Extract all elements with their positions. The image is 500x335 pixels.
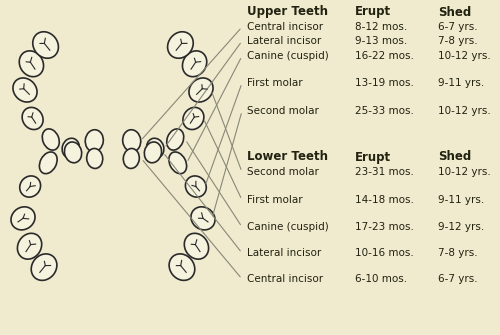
Ellipse shape [62, 138, 80, 158]
Ellipse shape [86, 130, 103, 152]
Ellipse shape [31, 254, 57, 280]
Text: 8-12 mos.: 8-12 mos. [355, 22, 407, 32]
Text: 9-11 yrs.: 9-11 yrs. [438, 195, 484, 205]
Text: 9-12 yrs.: 9-12 yrs. [438, 222, 484, 232]
Text: 10-16 mos.: 10-16 mos. [355, 248, 414, 258]
Text: Canine (cuspid): Canine (cuspid) [247, 51, 329, 61]
Ellipse shape [146, 138, 164, 158]
Text: Shed: Shed [438, 150, 471, 163]
Text: Second molar: Second molar [247, 167, 319, 177]
Text: Erupt: Erupt [355, 150, 391, 163]
Text: 9-11 yrs.: 9-11 yrs. [438, 78, 484, 88]
Ellipse shape [11, 207, 35, 230]
Ellipse shape [144, 142, 162, 163]
Text: 16-22 mos.: 16-22 mos. [355, 51, 414, 61]
Ellipse shape [13, 78, 37, 102]
Text: Lateral incisor: Lateral incisor [247, 248, 321, 258]
Ellipse shape [168, 32, 193, 58]
Text: Lower Teeth: Lower Teeth [247, 150, 328, 163]
Text: 7-8 yrs.: 7-8 yrs. [438, 36, 478, 46]
Text: 6-10 mos.: 6-10 mos. [355, 274, 407, 284]
Ellipse shape [189, 78, 213, 102]
Text: 6-7 yrs.: 6-7 yrs. [438, 274, 478, 284]
Ellipse shape [186, 176, 206, 197]
Text: Lateral incisor: Lateral incisor [247, 36, 321, 46]
Text: 17-23 mos.: 17-23 mos. [355, 222, 414, 232]
Text: Second molar: Second molar [247, 106, 319, 116]
Ellipse shape [191, 207, 215, 230]
Ellipse shape [42, 129, 59, 150]
Ellipse shape [86, 148, 102, 169]
Text: 10-12 yrs.: 10-12 yrs. [438, 167, 491, 177]
Ellipse shape [169, 152, 186, 174]
Text: 9-13 mos.: 9-13 mos. [355, 36, 407, 46]
Ellipse shape [166, 129, 184, 150]
Text: Canine (cuspid): Canine (cuspid) [247, 222, 329, 232]
Text: 10-12 yrs.: 10-12 yrs. [438, 106, 491, 116]
Ellipse shape [169, 254, 195, 280]
Text: 23-31 mos.: 23-31 mos. [355, 167, 414, 177]
Ellipse shape [18, 233, 42, 259]
Text: Central incisor: Central incisor [247, 274, 323, 284]
Text: 13-19 mos.: 13-19 mos. [355, 78, 414, 88]
Text: 14-18 mos.: 14-18 mos. [355, 195, 414, 205]
Text: 7-8 yrs.: 7-8 yrs. [438, 248, 478, 258]
Text: Central incisor: Central incisor [247, 22, 323, 32]
Ellipse shape [22, 108, 43, 130]
Text: 25-33 mos.: 25-33 mos. [355, 106, 414, 116]
Text: Erupt: Erupt [355, 5, 391, 18]
Text: Shed: Shed [438, 5, 471, 18]
Ellipse shape [40, 152, 57, 174]
Text: 10-12 yrs.: 10-12 yrs. [438, 51, 491, 61]
Text: 6-7 yrs.: 6-7 yrs. [438, 22, 478, 32]
Ellipse shape [33, 32, 58, 58]
Text: Upper Teeth: Upper Teeth [247, 5, 328, 18]
Ellipse shape [20, 51, 44, 77]
Text: First molar: First molar [247, 195, 302, 205]
Ellipse shape [122, 130, 140, 152]
Ellipse shape [64, 142, 82, 163]
Text: First molar: First molar [247, 78, 302, 88]
Ellipse shape [183, 108, 204, 130]
Ellipse shape [124, 148, 140, 169]
Ellipse shape [184, 233, 208, 259]
Ellipse shape [20, 176, 40, 197]
Ellipse shape [182, 51, 206, 77]
